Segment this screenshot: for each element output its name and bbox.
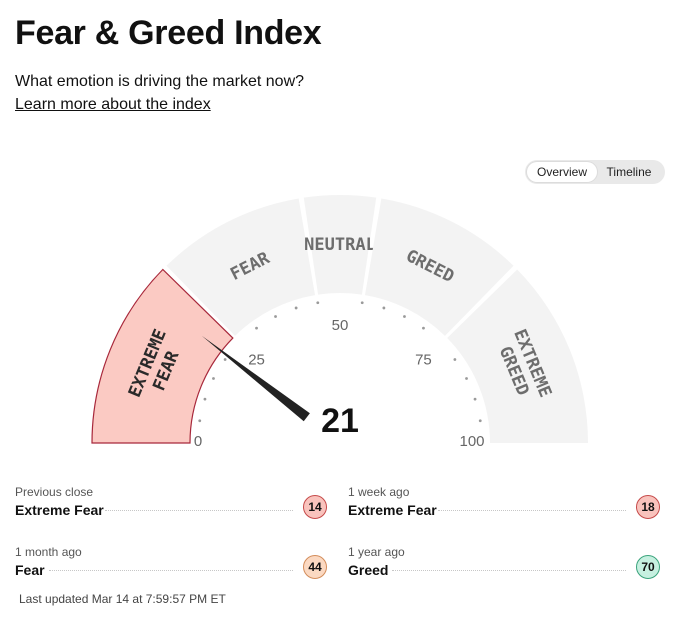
- gauge-segment-fear: [166, 198, 315, 336]
- gauge-needle: [201, 335, 310, 422]
- view-toggle: Overview Timeline: [525, 160, 665, 184]
- fear-greed-gauge: EXTREMEFEARFEARNEUTRALGREEDEXTREMEGREED …: [91, 195, 588, 460]
- gauge-track-dot: [473, 397, 477, 401]
- score-badge: 44: [303, 555, 327, 579]
- stat-one-week: 1 week ago Extreme Fear 18: [348, 485, 660, 529]
- stat-label: Previous close: [15, 485, 94, 499]
- score-badge: 14: [303, 495, 327, 519]
- gauge-tick-label: 50: [332, 317, 349, 334]
- stat-value: Greed: [348, 562, 389, 578]
- gauge-track-dot: [198, 419, 202, 423]
- stat-label: 1 week ago: [348, 485, 410, 499]
- learn-more-link[interactable]: Learn more about the index: [15, 96, 211, 113]
- gauge-track-dot: [255, 326, 258, 330]
- dotted-leader: [49, 570, 293, 571]
- stat-label: 1 month ago: [15, 545, 82, 559]
- gauge-value: 21: [321, 402, 359, 440]
- stat-value: Extreme Fear: [15, 502, 104, 518]
- gauge-track-dot: [360, 301, 364, 305]
- gauge-track-dot: [478, 419, 482, 423]
- timeline-tab[interactable]: Timeline: [606, 165, 652, 179]
- last-updated: Last updated Mar 14 at 7:59:57 PM ET: [19, 592, 226, 606]
- gauge-track-dot: [465, 377, 468, 380]
- gauge-track-dot: [212, 377, 215, 380]
- gauge-segment-extreme-greed: [447, 269, 588, 443]
- stat-label: 1 year ago: [348, 545, 405, 559]
- gauge-track-dot: [274, 315, 277, 318]
- gauge-segment-greed: [365, 198, 514, 336]
- gauge-track-dot: [203, 397, 207, 401]
- gauge-label-neutral: NEUTRAL: [304, 235, 376, 255]
- gauge-track-dot: [382, 306, 386, 310]
- dotted-leader: [392, 570, 626, 571]
- gauge-track-dot: [223, 358, 227, 361]
- gauge-tick-label: 100: [459, 433, 484, 450]
- score-badge: 18: [636, 495, 660, 519]
- dotted-leader: [105, 510, 293, 511]
- page-subtitle: What emotion is driving the market now?: [15, 73, 305, 90]
- gauge-segment-extreme-fear: [91, 268, 234, 444]
- gauge-track-dot: [422, 326, 425, 330]
- stat-one-month: 1 month ago Fear 44: [15, 545, 327, 589]
- stat-value: Extreme Fear: [348, 502, 437, 518]
- gauge-tick-label: 0: [194, 433, 202, 450]
- stat-one-year: 1 year ago Greed 70: [348, 545, 660, 589]
- gauge-track-dot: [316, 301, 320, 305]
- stat-previous-close: Previous close Extreme Fear 14: [15, 485, 327, 529]
- gauge-tick-label: 25: [248, 352, 265, 369]
- gauge-center-disc: [288, 391, 392, 460]
- stat-value: Fear: [15, 562, 45, 578]
- gauge-segment-neutral: [303, 195, 377, 295]
- dotted-leader: [438, 510, 626, 511]
- gauge-tick-label: 75: [415, 352, 432, 369]
- gauge-track-dot: [294, 306, 298, 310]
- gauge-track-dot: [453, 358, 457, 361]
- gauge-track-dot: [403, 315, 406, 318]
- page-title: Fear & Greed Index: [15, 14, 322, 52]
- score-badge: 70: [636, 555, 660, 579]
- overview-tab[interactable]: Overview: [527, 162, 597, 182]
